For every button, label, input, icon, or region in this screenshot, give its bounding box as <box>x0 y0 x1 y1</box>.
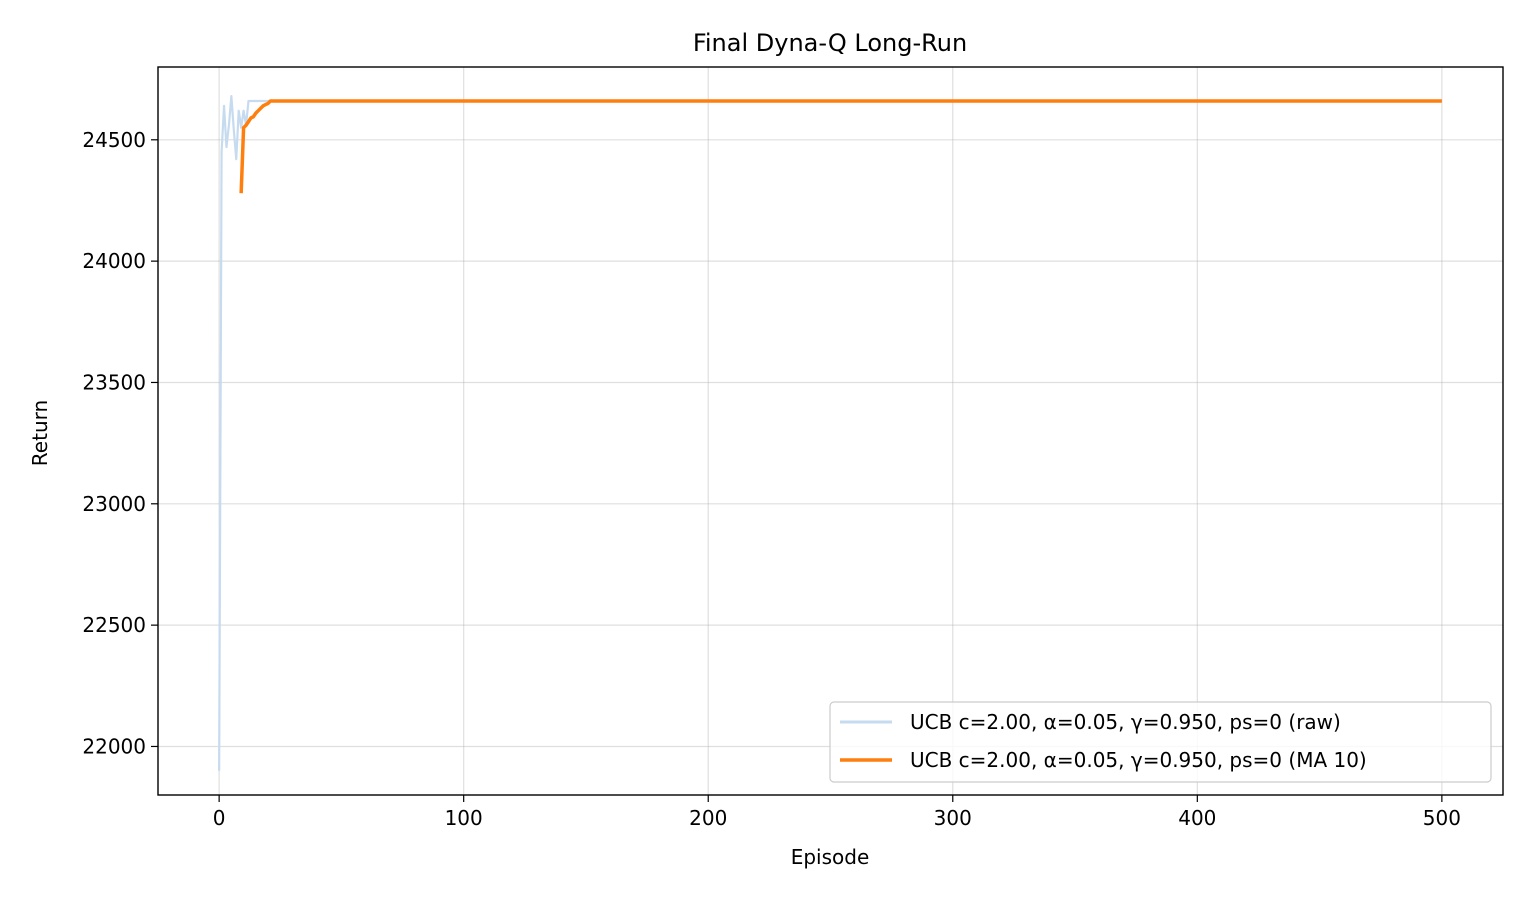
legend-label-raw: UCB c=2.00, α=0.05, γ=0.950, ps=0 (raw) <box>910 710 1341 734</box>
series-line-ma <box>239 99 1442 194</box>
chart-title: Final Dyna-Q Long-Run <box>693 29 967 57</box>
y-tick-label: 22500 <box>82 613 146 637</box>
x-tick-label: 300 <box>934 806 972 830</box>
x-tick-label: 200 <box>689 806 727 830</box>
y-tick-label: 23500 <box>82 370 146 394</box>
y-tick-label: 22000 <box>82 734 146 758</box>
series-line-raw <box>218 95 1442 771</box>
series-layer <box>218 95 1442 771</box>
x-tick-label: 400 <box>1178 806 1216 830</box>
legend-box <box>829 701 1492 783</box>
x-tick-label: 500 <box>1423 806 1461 830</box>
x-axis-ticks: 0 100 200 300 400 500 <box>213 795 1461 830</box>
y-tick-label: 23000 <box>82 492 146 516</box>
y-tick-label: 24000 <box>82 249 146 273</box>
y-tick-label: 24500 <box>82 128 146 152</box>
y-axis-ticks: 22000 22500 23000 23500 24000 24500 <box>82 128 158 758</box>
legend: UCB c=2.00, α=0.05, γ=0.950, ps=0 (raw) … <box>829 701 1492 783</box>
x-tick-label: 0 <box>213 806 226 830</box>
legend-label-ma: UCB c=2.00, α=0.05, γ=0.950, ps=0 (MA 10… <box>910 748 1367 772</box>
plot-frame <box>157 66 1504 796</box>
y-axis-title: Return <box>28 400 52 466</box>
x-axis-title: Episode <box>791 845 870 869</box>
x-tick-label: 100 <box>445 806 483 830</box>
